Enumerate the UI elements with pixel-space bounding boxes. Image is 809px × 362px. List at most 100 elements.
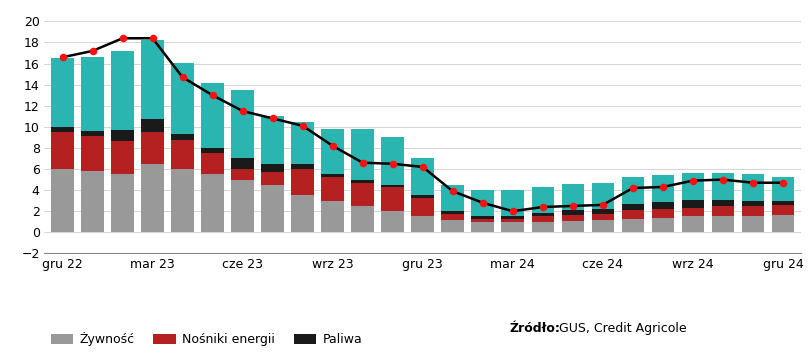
Bar: [502, 216, 524, 222]
Bar: [651, 209, 674, 218]
Bar: [742, 174, 765, 201]
Bar: [472, 190, 494, 216]
Bar: [532, 213, 554, 216]
Point: [296, 123, 309, 129]
Text: GUS, Credit Agricole: GUS, Credit Agricole: [555, 322, 687, 335]
Bar: [81, 171, 104, 232]
Bar: [591, 183, 614, 209]
Bar: [561, 184, 584, 210]
Point: [416, 164, 429, 170]
Point: [236, 108, 249, 114]
Bar: [502, 222, 524, 232]
Bar: [261, 116, 284, 164]
Bar: [231, 90, 254, 159]
Bar: [772, 177, 794, 201]
Bar: [142, 119, 163, 132]
Bar: [172, 169, 194, 232]
Bar: [172, 139, 194, 169]
Point: [717, 177, 730, 182]
Bar: [472, 216, 494, 219]
Bar: [321, 129, 344, 174]
Bar: [621, 219, 644, 232]
Point: [747, 180, 760, 186]
Bar: [381, 185, 404, 211]
Bar: [772, 215, 794, 232]
Bar: [112, 140, 133, 174]
Point: [146, 35, 159, 41]
Bar: [712, 216, 734, 232]
Bar: [682, 173, 704, 199]
Point: [596, 202, 609, 208]
Point: [656, 184, 669, 190]
Bar: [621, 210, 644, 219]
Point: [686, 178, 699, 184]
Point: [566, 203, 579, 209]
Bar: [261, 185, 284, 232]
Bar: [51, 132, 74, 169]
Bar: [561, 221, 584, 232]
Bar: [532, 222, 554, 232]
Point: [356, 160, 369, 165]
Bar: [51, 169, 74, 232]
Bar: [172, 63, 194, 134]
Bar: [291, 164, 314, 169]
Bar: [591, 214, 614, 220]
Point: [777, 180, 790, 186]
Bar: [201, 148, 224, 174]
Bar: [502, 216, 524, 219]
Bar: [381, 138, 404, 185]
Bar: [291, 122, 314, 164]
Bar: [442, 220, 464, 232]
Bar: [261, 164, 284, 185]
Point: [536, 204, 549, 210]
Point: [506, 208, 519, 214]
Bar: [742, 206, 765, 216]
Bar: [201, 174, 224, 232]
Bar: [231, 180, 254, 232]
Bar: [712, 199, 734, 206]
Point: [386, 161, 399, 167]
Bar: [231, 159, 254, 169]
Point: [176, 75, 189, 80]
Point: [56, 54, 69, 60]
Bar: [291, 195, 314, 232]
Point: [626, 185, 639, 191]
Bar: [112, 174, 133, 232]
Bar: [51, 58, 74, 127]
Bar: [442, 185, 464, 211]
Bar: [742, 216, 765, 232]
Bar: [561, 215, 584, 221]
Bar: [502, 190, 524, 216]
Point: [266, 115, 279, 121]
Bar: [351, 206, 374, 232]
Bar: [772, 201, 794, 205]
Bar: [321, 174, 344, 201]
Bar: [81, 57, 104, 131]
Point: [86, 48, 99, 54]
Bar: [532, 216, 554, 222]
Bar: [412, 159, 434, 195]
Bar: [351, 129, 374, 180]
Bar: [112, 51, 133, 130]
Point: [477, 200, 489, 206]
Bar: [712, 173, 734, 199]
Bar: [442, 211, 464, 214]
Bar: [321, 201, 344, 232]
Point: [116, 35, 129, 41]
Bar: [231, 159, 254, 180]
Bar: [621, 204, 644, 210]
Bar: [412, 216, 434, 232]
Bar: [201, 83, 224, 148]
Bar: [142, 41, 163, 119]
Bar: [682, 199, 704, 208]
Bar: [142, 132, 163, 164]
Bar: [591, 209, 614, 214]
Bar: [532, 187, 554, 213]
Bar: [682, 208, 704, 216]
Point: [326, 143, 339, 149]
Bar: [651, 175, 674, 202]
Bar: [172, 134, 194, 139]
Bar: [651, 218, 674, 232]
Point: [447, 188, 460, 194]
Bar: [772, 205, 794, 215]
